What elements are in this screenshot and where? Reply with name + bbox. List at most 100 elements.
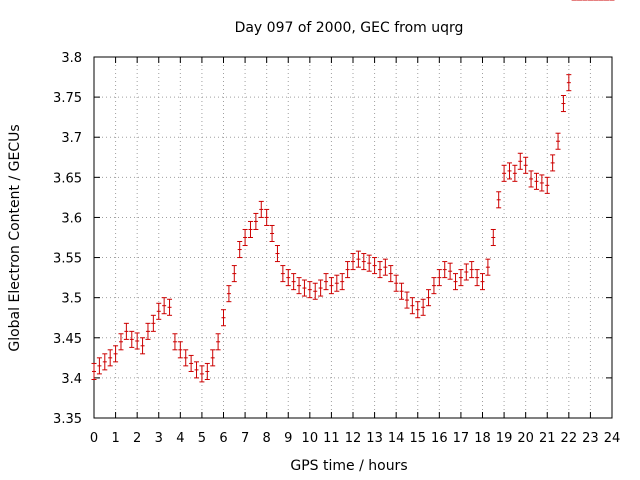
x-tick-label: 16 xyxy=(431,431,448,446)
data-point xyxy=(431,277,437,295)
data-point xyxy=(156,302,162,320)
data-point xyxy=(312,282,318,300)
data-point xyxy=(501,164,507,182)
x-tick-label: 1 xyxy=(111,431,119,446)
data-point xyxy=(490,228,496,247)
data-point xyxy=(539,174,545,192)
data-point xyxy=(145,322,151,340)
y-tick-label: 3.5 xyxy=(61,292,82,307)
data-point xyxy=(107,349,113,367)
data-points xyxy=(91,0,615,383)
data-point xyxy=(307,281,313,299)
data-point xyxy=(463,263,469,281)
data-point xyxy=(377,261,383,279)
data-point xyxy=(91,362,97,380)
data-point xyxy=(253,212,259,230)
data-point xyxy=(301,279,307,297)
x-tick-label: 24 xyxy=(604,431,621,446)
y-tick-label: 3.8 xyxy=(61,51,82,66)
x-tick-label: 6 xyxy=(219,431,227,446)
data-point xyxy=(480,273,485,291)
data-point xyxy=(237,241,243,259)
x-tick-label: 15 xyxy=(409,431,426,446)
data-point xyxy=(328,277,334,295)
data-point xyxy=(339,273,345,291)
data-point xyxy=(221,309,226,327)
data-point xyxy=(496,191,502,209)
grid-lines xyxy=(94,57,612,418)
y-tick-labels: 3.35 3.4 3.45 3.5 3.55 3.6 3.65 3.7 3.75 3.8 xyxy=(53,51,82,427)
data-point xyxy=(123,322,129,340)
y-tick-label: 3.55 xyxy=(53,252,82,267)
x-tick-label: 21 xyxy=(539,431,556,446)
y-axis-title: Global Electron Content / GECUs xyxy=(7,124,23,351)
data-point xyxy=(199,365,205,383)
data-point xyxy=(523,156,529,174)
y-tick-label: 3.4 xyxy=(61,372,82,387)
data-point xyxy=(550,154,556,172)
data-point xyxy=(194,361,200,379)
x-tick-label: 20 xyxy=(517,431,534,446)
data-point xyxy=(215,333,221,351)
data-point xyxy=(258,200,264,218)
data-point xyxy=(247,220,253,238)
data-point xyxy=(453,273,459,291)
data-point xyxy=(458,269,464,287)
y-tick-label: 3.45 xyxy=(53,332,82,347)
data-point xyxy=(140,337,146,355)
data-point xyxy=(436,269,442,287)
y-tick-label: 3.7 xyxy=(61,131,82,146)
chart-title: Day 097 of 2000, GEC from uqrg xyxy=(235,20,464,36)
x-tick-label: 4 xyxy=(176,431,184,446)
x-tick-label: 11 xyxy=(323,431,340,446)
x-tick-label: 17 xyxy=(453,431,470,446)
data-point xyxy=(366,254,372,272)
data-point xyxy=(528,170,534,188)
data-point xyxy=(399,282,405,300)
data-point xyxy=(102,353,108,371)
data-point xyxy=(382,258,388,276)
data-point xyxy=(447,262,453,280)
x-tick-label: 2 xyxy=(133,431,141,446)
data-point xyxy=(150,314,156,332)
data-point xyxy=(183,349,189,367)
data-point xyxy=(118,333,124,351)
data-point xyxy=(210,349,216,367)
x-tick-label: 14 xyxy=(388,431,405,446)
data-point xyxy=(474,269,480,287)
data-point xyxy=(404,291,410,309)
data-point xyxy=(512,164,518,182)
data-point xyxy=(555,132,561,150)
x-tick-label: 7 xyxy=(241,431,249,446)
data-point xyxy=(274,245,280,263)
data-point xyxy=(372,257,378,275)
data-point xyxy=(226,285,232,303)
data-point xyxy=(96,357,102,375)
data-point xyxy=(291,273,297,291)
data-point xyxy=(296,277,302,295)
data-point xyxy=(566,74,572,92)
x-tick-label: 10 xyxy=(302,431,319,446)
x-tick-label: 13 xyxy=(366,431,383,446)
data-point xyxy=(334,274,340,292)
data-point xyxy=(204,362,210,380)
x-tick-label: 9 xyxy=(284,431,292,446)
data-point xyxy=(172,333,178,351)
data-point xyxy=(560,95,566,113)
x-tick-label: 19 xyxy=(496,431,513,446)
data-point xyxy=(285,269,291,287)
data-point xyxy=(517,152,523,170)
x-tick-label: 3 xyxy=(155,431,163,446)
data-point xyxy=(134,332,140,350)
axis-ticks xyxy=(93,56,613,419)
data-point xyxy=(161,297,167,315)
y-tick-label: 3.65 xyxy=(53,171,82,186)
data-point xyxy=(506,162,512,180)
x-tick-label: 5 xyxy=(198,431,206,446)
data-point xyxy=(269,224,275,243)
data-point xyxy=(318,279,324,297)
data-point xyxy=(442,261,448,279)
data-point xyxy=(388,265,394,283)
x-tick-label: 0 xyxy=(90,431,98,446)
